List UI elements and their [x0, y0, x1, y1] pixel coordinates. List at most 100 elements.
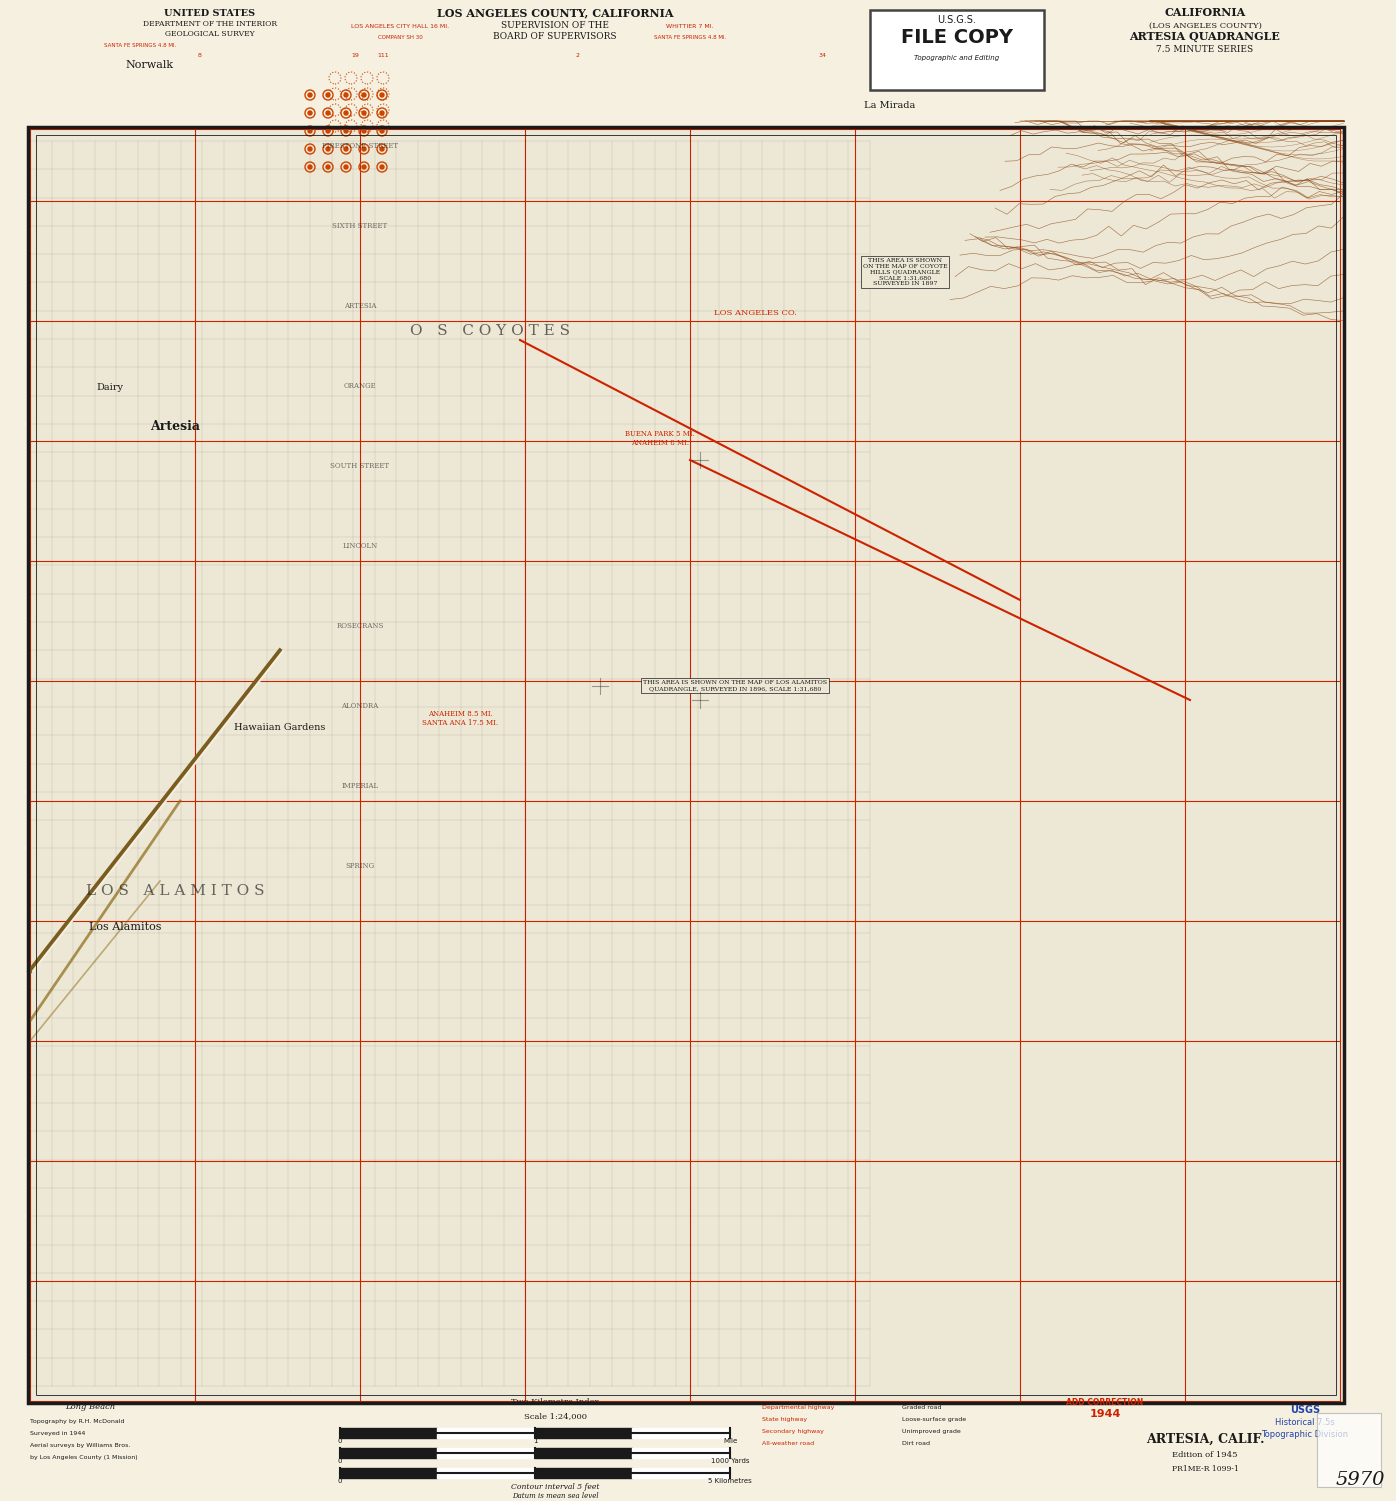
- Text: COMPANY SH 30: COMPANY SH 30: [378, 35, 423, 41]
- Text: Long Beach: Long Beach: [66, 1403, 116, 1411]
- Text: Graded road: Graded road: [902, 1405, 941, 1409]
- Text: 1944: 1944: [1089, 1409, 1121, 1418]
- Circle shape: [343, 93, 348, 98]
- Circle shape: [327, 93, 329, 98]
- Circle shape: [380, 93, 384, 98]
- Text: Secondary highway: Secondary highway: [762, 1429, 824, 1433]
- Text: Topographic Division: Topographic Division: [1262, 1430, 1349, 1439]
- Text: ARTESIA: ARTESIA: [343, 302, 377, 311]
- Text: UNITED STATES: UNITED STATES: [165, 9, 255, 18]
- Circle shape: [380, 165, 384, 170]
- FancyBboxPatch shape: [870, 11, 1044, 90]
- Circle shape: [380, 111, 384, 116]
- Text: Mile: Mile: [723, 1438, 737, 1444]
- Text: WHITTIER 7 MI.: WHITTIER 7 MI.: [666, 24, 713, 29]
- Text: Dairy: Dairy: [96, 383, 123, 392]
- Text: ADD CORRECTION: ADD CORRECTION: [1067, 1397, 1143, 1406]
- Text: LOS ANGELES CITY HALL 16 MI.: LOS ANGELES CITY HALL 16 MI.: [350, 24, 450, 29]
- Text: Norwalk: Norwalk: [126, 60, 174, 71]
- Circle shape: [362, 147, 366, 152]
- Text: ALONDRA: ALONDRA: [342, 702, 378, 710]
- Text: 0: 0: [338, 1478, 342, 1484]
- Text: 5 Kilometres: 5 Kilometres: [708, 1478, 752, 1484]
- Text: ARTESIA, CALIF.: ARTESIA, CALIF.: [1146, 1433, 1265, 1445]
- Text: BUENA PARK 5 MI.
ANAHEIM 8 MI.: BUENA PARK 5 MI. ANAHEIM 8 MI.: [625, 429, 695, 447]
- Circle shape: [380, 129, 384, 134]
- Circle shape: [343, 147, 348, 152]
- Text: Two Kilometre Index: Two Kilometre Index: [511, 1397, 599, 1406]
- Text: CALIFORNIA: CALIFORNIA: [1164, 8, 1245, 18]
- Text: LOS ANGELES CO.: LOS ANGELES CO.: [713, 309, 797, 317]
- Circle shape: [362, 111, 366, 116]
- Circle shape: [362, 165, 366, 170]
- Text: State highway: State highway: [762, 1417, 807, 1421]
- Text: 2: 2: [577, 53, 579, 57]
- Text: Hawaiian Gardens: Hawaiian Gardens: [235, 723, 325, 732]
- Text: by Los Angeles County (1 Mission): by Los Angeles County (1 Mission): [29, 1454, 138, 1460]
- Text: Departmental highway: Departmental highway: [762, 1405, 835, 1409]
- Circle shape: [327, 165, 329, 170]
- Text: GEOLOGICAL SURVEY: GEOLOGICAL SURVEY: [165, 30, 255, 38]
- Text: PR1ME-R 1099-1: PR1ME-R 1099-1: [1171, 1465, 1238, 1472]
- Text: Topography by R.H. McDonald: Topography by R.H. McDonald: [29, 1418, 124, 1424]
- Text: Contour interval 5 feet: Contour interval 5 feet: [511, 1483, 599, 1490]
- Text: 1: 1: [533, 1438, 537, 1444]
- Circle shape: [362, 93, 366, 98]
- Bar: [28, 128, 1344, 1403]
- Circle shape: [327, 129, 329, 134]
- Text: 0: 0: [338, 1438, 342, 1444]
- Text: SPRING: SPRING: [345, 862, 374, 871]
- Text: THIS AREA IS SHOWN
ON THE MAP OF COYOTE
HILLS QUADRANGLE
SCALE 1:31,680
SURVEYED: THIS AREA IS SHOWN ON THE MAP OF COYOTE …: [863, 258, 948, 287]
- Text: SANTA FE SPRINGS 4.8 MI.: SANTA FE SPRINGS 4.8 MI.: [103, 44, 176, 48]
- Text: IMPERIAL: IMPERIAL: [342, 782, 378, 790]
- Circle shape: [327, 147, 329, 152]
- Text: ORANGE: ORANGE: [343, 381, 377, 390]
- Text: THIS AREA IS SHOWN ON THE MAP OF LOS ALAMITOS
QUADRANGLE, SURVEYED IN 1896, SCAL: THIS AREA IS SHOWN ON THE MAP OF LOS ALA…: [644, 680, 826, 690]
- Text: SUPERVISION OF THE: SUPERVISION OF THE: [501, 21, 609, 30]
- Text: Artesia: Artesia: [149, 420, 200, 432]
- Circle shape: [343, 165, 348, 170]
- Circle shape: [309, 111, 311, 116]
- Text: (LOS ANGELES COUNTY): (LOS ANGELES COUNTY): [1149, 23, 1262, 30]
- FancyBboxPatch shape: [1316, 1412, 1381, 1487]
- Text: O   S   C O Y O T E S: O S C O Y O T E S: [410, 324, 570, 338]
- Circle shape: [362, 129, 366, 134]
- Text: SANTA FE SPRINGS 4.8 MI.: SANTA FE SPRINGS 4.8 MI.: [653, 35, 726, 41]
- Text: 1000 Yards: 1000 Yards: [711, 1457, 750, 1463]
- Text: 8: 8: [198, 53, 202, 57]
- Circle shape: [309, 129, 311, 134]
- Circle shape: [309, 93, 311, 98]
- Text: Historical 7.5s: Historical 7.5s: [1275, 1418, 1335, 1427]
- Text: Topographic and Editing: Topographic and Editing: [914, 56, 1000, 62]
- Text: USGS: USGS: [1290, 1405, 1321, 1415]
- Circle shape: [343, 111, 348, 116]
- Text: 0: 0: [338, 1457, 342, 1463]
- Text: Loose-surface grade: Loose-surface grade: [902, 1417, 966, 1421]
- Bar: [29, 129, 1344, 1400]
- Text: 111: 111: [377, 53, 389, 57]
- Circle shape: [327, 111, 329, 116]
- Text: 5970: 5970: [1335, 1471, 1385, 1489]
- Text: Aerial surveys by Williams Bros.: Aerial surveys by Williams Bros.: [29, 1442, 130, 1448]
- Text: La Mirada: La Mirada: [864, 101, 916, 110]
- Text: 7.5 MINUTE SERIES: 7.5 MINUTE SERIES: [1156, 45, 1254, 54]
- Circle shape: [380, 147, 384, 152]
- Text: DEPARTMENT OF THE INTERIOR: DEPARTMENT OF THE INTERIOR: [142, 20, 276, 29]
- Text: All-weather road: All-weather road: [762, 1441, 814, 1445]
- Text: ROSECRANS: ROSECRANS: [336, 621, 384, 630]
- Text: BOARD OF SUPERVISORS: BOARD OF SUPERVISORS: [493, 32, 617, 41]
- Text: FILE COPY: FILE COPY: [900, 29, 1013, 47]
- Text: U.S.G.S.: U.S.G.S.: [938, 15, 976, 26]
- Text: Scale 1:24,000: Scale 1:24,000: [524, 1412, 586, 1420]
- Text: Dirt road: Dirt road: [902, 1441, 930, 1445]
- Text: FIRESTONE STREET: FIRESTONE STREET: [322, 143, 398, 150]
- Text: ANAHEIM 8.5 MI.
SANTA ANA 17.5 MI.: ANAHEIM 8.5 MI. SANTA ANA 17.5 MI.: [422, 710, 498, 726]
- Text: SOUTH STREET: SOUTH STREET: [331, 462, 389, 470]
- Text: Surveyed in 1944: Surveyed in 1944: [29, 1430, 85, 1436]
- Bar: [36, 135, 1336, 1394]
- Circle shape: [343, 129, 348, 134]
- Text: Edition of 1945: Edition of 1945: [1173, 1451, 1238, 1459]
- Text: SIXTH STREET: SIXTH STREET: [332, 222, 388, 230]
- Text: LINCOLN: LINCOLN: [342, 542, 378, 549]
- Text: L O S   A L A M I T O S: L O S A L A M I T O S: [85, 884, 264, 898]
